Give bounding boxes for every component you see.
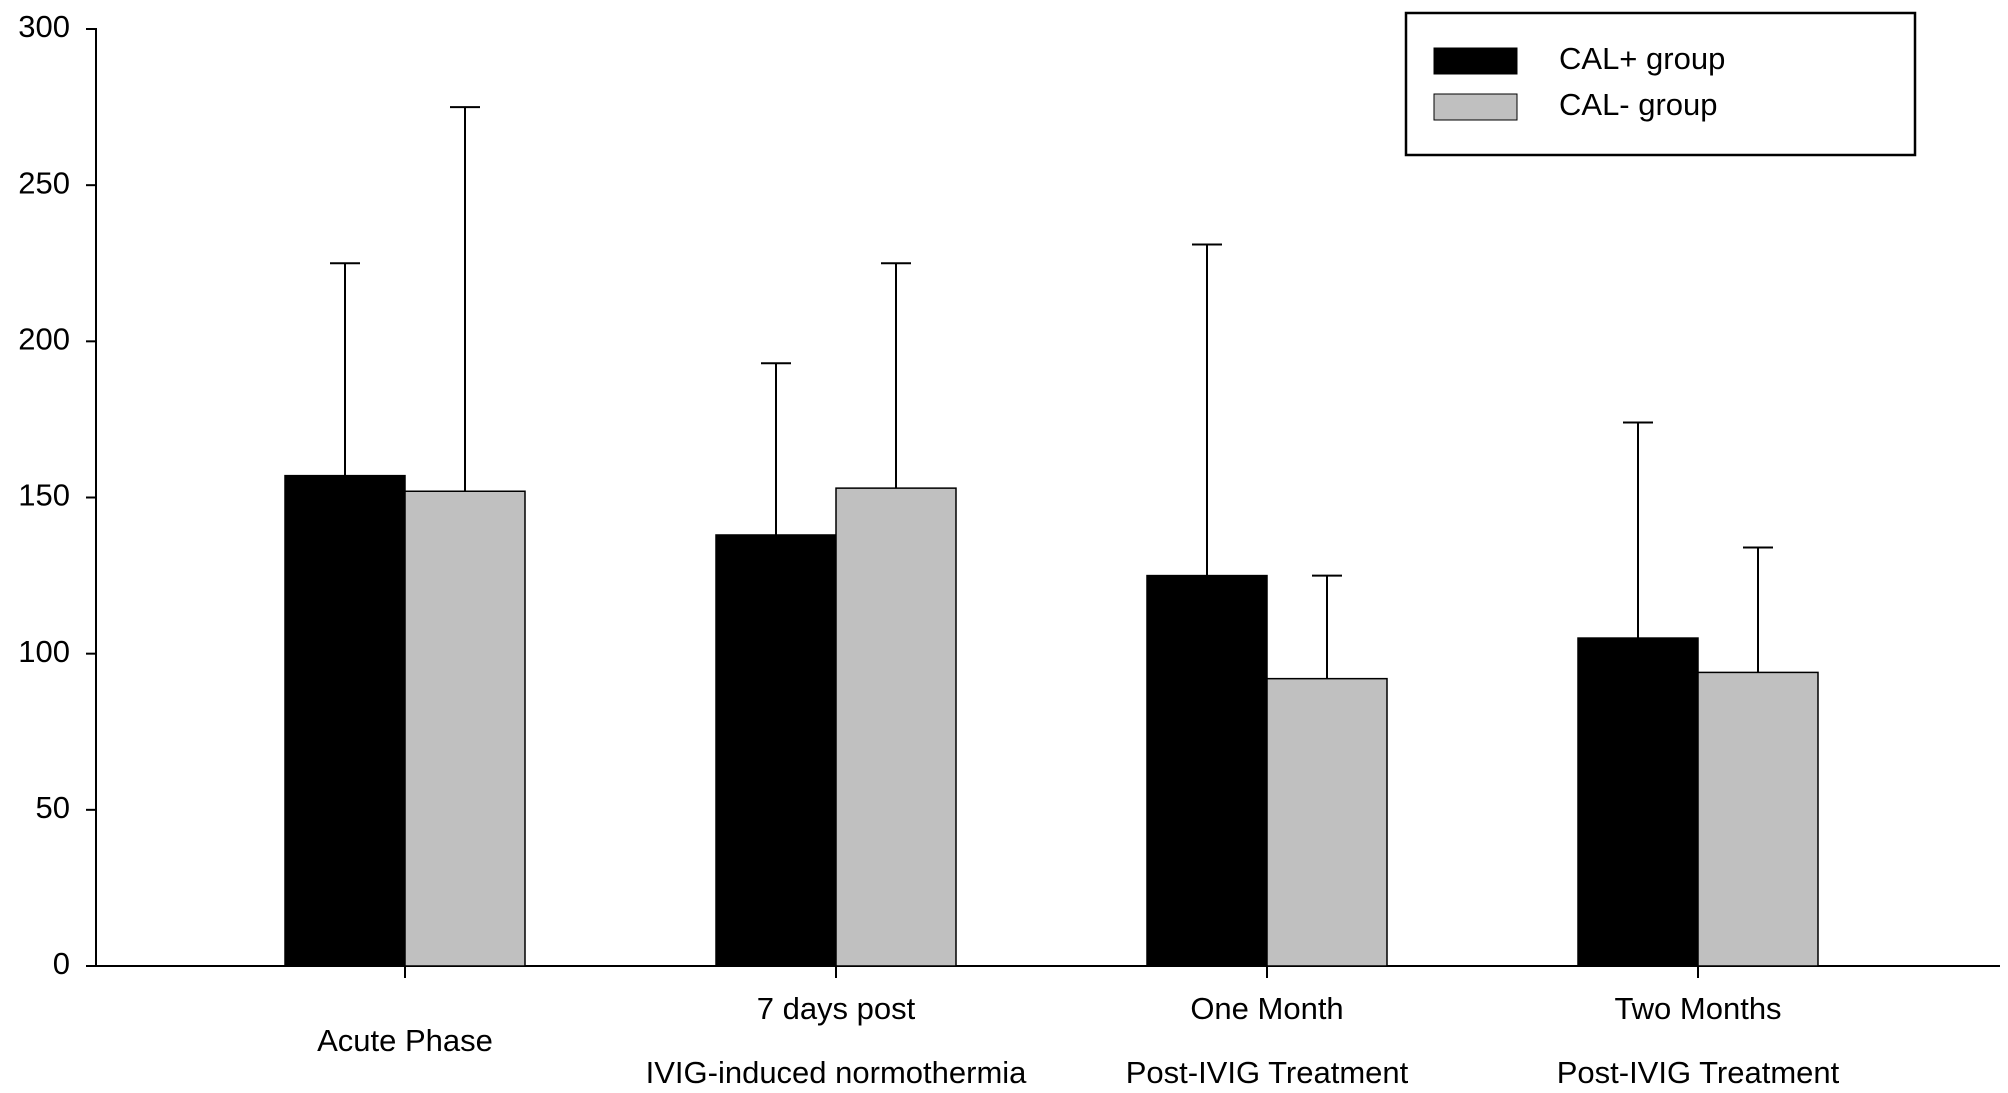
y-tick-label: 100 [18, 634, 70, 669]
y-tick-label: 50 [36, 790, 70, 825]
x-tick-label: Two Months [1614, 991, 1781, 1026]
y-tick-label: 200 [18, 322, 70, 357]
bar [1577, 637, 1699, 967]
x-tick-label: Acute Phase [317, 1023, 493, 1058]
bar [1146, 574, 1268, 967]
x-tick-label: One Month [1190, 991, 1343, 1026]
bar [404, 490, 526, 967]
bar [715, 534, 837, 967]
legend-label: CAL- group [1559, 87, 1718, 122]
x-tick-label: Post-IVIG Treatment [1126, 1055, 1409, 1090]
legend-box [1404, 11, 1917, 157]
legend-label: CAL+ group [1559, 41, 1725, 76]
y-tick-label: 150 [18, 478, 70, 513]
bar [284, 474, 406, 967]
y-tick-label: 0 [53, 946, 70, 981]
bar [1266, 677, 1388, 967]
bar [1697, 671, 1819, 967]
x-tick-label: Post-IVIG Treatment [1557, 1055, 1840, 1090]
legend-swatch [1433, 47, 1518, 75]
legend-swatch [1433, 93, 1518, 121]
x-tick-label: IVIG-induced normothermia [646, 1055, 1028, 1090]
y-tick-label: 250 [18, 165, 70, 200]
y-tick-label: 300 [18, 9, 70, 44]
x-tick-label: 7 days post [757, 991, 916, 1026]
bar [835, 487, 957, 967]
